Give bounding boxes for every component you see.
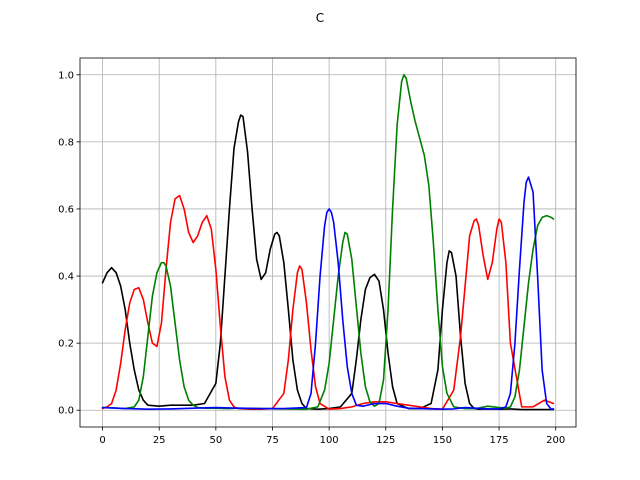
y-tick-label: 0.4	[58, 272, 74, 283]
series-group	[101, 73, 555, 411]
x-tick-label: 125	[376, 435, 395, 446]
chart-title: C	[316, 11, 324, 25]
y-tick-label: 0.8	[58, 137, 74, 148]
x-axis: 0 25 50 75 100 125 150 175 200	[99, 427, 565, 446]
series-line-blue	[101, 176, 555, 411]
plot-frame	[79, 57, 577, 428]
series-line-black	[101, 114, 555, 411]
x-tick-label: 150	[433, 435, 452, 446]
y-tick-label: 0.0	[58, 406, 74, 417]
series-line-red	[101, 194, 555, 411]
x-tick-label: 175	[490, 435, 509, 446]
series-line-green	[101, 73, 555, 411]
grid	[80, 58, 576, 427]
x-tick-label: 200	[546, 435, 565, 446]
x-tick-label: 100	[320, 435, 339, 446]
y-tick-label: 0.6	[58, 204, 74, 215]
x-tick-label: 50	[209, 435, 222, 446]
x-tick-label: 0	[99, 435, 105, 446]
y-tick-label: 0.2	[58, 339, 74, 350]
y-axis: 0.0 0.2 0.4 0.6 0.8 1.0	[58, 70, 80, 417]
y-tick-label: 1.0	[58, 70, 74, 81]
x-tick-label: 25	[153, 435, 166, 446]
x-tick-label: 75	[266, 435, 279, 446]
